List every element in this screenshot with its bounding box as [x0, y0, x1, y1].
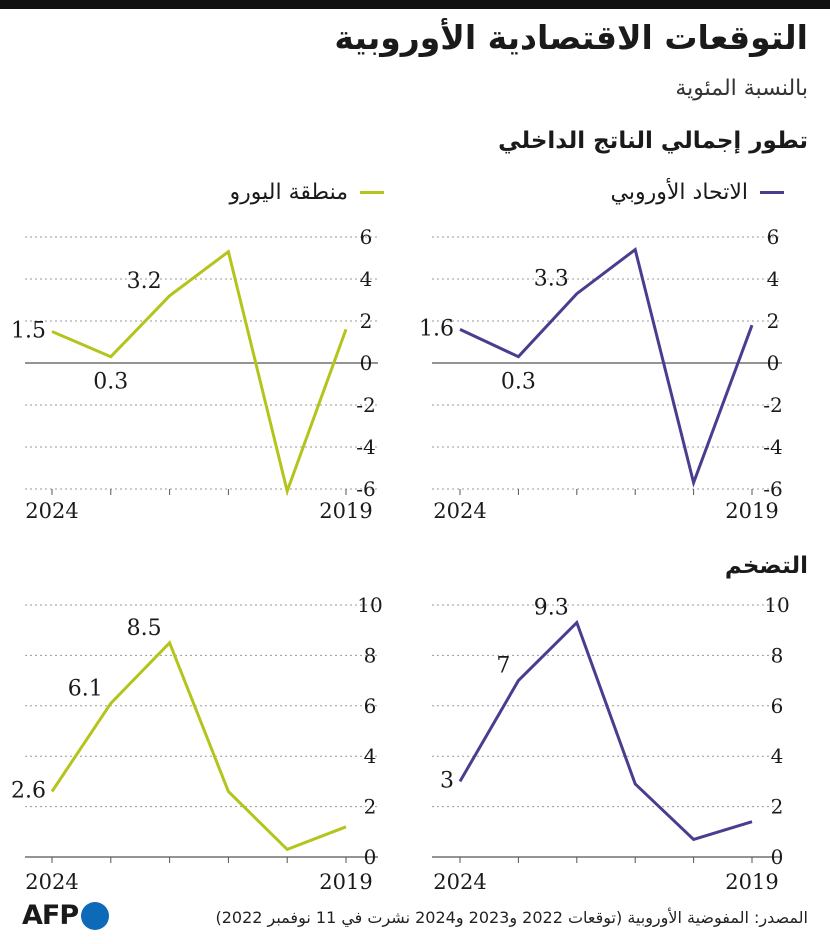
- page-title: التوقعات الاقتصادية الأوروبية: [334, 18, 808, 57]
- gdp-eu-series-line: [459, 247, 754, 488]
- inflation-eu-y-tick-label: 8: [771, 643, 784, 667]
- inflation-eurozone-data-label: 8.5: [127, 616, 162, 641]
- inflation-eu-y-tick-label: 4: [771, 744, 784, 768]
- source-note: المصدر: المفوضية الأوروبية (توقعات 2022 …: [215, 908, 808, 927]
- gdp-eurozone-y-tick-label: 6: [360, 225, 373, 249]
- gdp-eu-data-label: 3.3: [534, 267, 569, 292]
- section-title-gdp: تطور إجمالي الناتج الداخلي: [498, 128, 808, 154]
- inflation-eurozone-series-line: [50, 640, 347, 852]
- inflation-eu-x-tick-label: 2019: [725, 870, 778, 894]
- page-subtitle: بالنسبة المئوية: [675, 76, 808, 101]
- afp-logo: AFP: [22, 900, 110, 931]
- gdp-eurozone-x-tick-label: 2024: [25, 499, 78, 523]
- inflation-eurozone-y-tick-label: 4: [364, 744, 377, 768]
- gdp-eu-data-label: 0.3: [501, 370, 536, 395]
- legend-eu-label: الاتحاد الأوروبي: [610, 180, 748, 205]
- inflation-eu-data-label: 3: [440, 768, 454, 793]
- afp-logo-text: AFP: [22, 900, 79, 931]
- gdp-eurozone-y-tick-label: -2: [356, 393, 375, 417]
- gdp-eu-y-tick-label: 0: [767, 351, 780, 375]
- legend-eu-swatch: [760, 191, 784, 194]
- inflation-eurozone-y-tick-label: 8: [364, 643, 377, 667]
- gdp-eurozone-y-tick-label: -4: [356, 435, 375, 459]
- gdp-eu-data-label: 1.6: [419, 316, 454, 341]
- gdp-eurozone-y-tick-label: 2: [360, 309, 373, 333]
- gdp-eu-y-tick-label: -6: [763, 477, 782, 501]
- inflation-eurozone-data-label: 2.6: [11, 778, 46, 803]
- inflation-eu-x-tick-label: 2024: [433, 870, 486, 894]
- inflation-eu-data-label: 7: [496, 654, 510, 679]
- inflation-eurozone-y-tick-label: 0: [364, 845, 377, 869]
- gdp-eu-y-tick-label: 6: [767, 225, 780, 249]
- gdp-eurozone-y-tick-label: 0: [360, 351, 373, 375]
- gdp-eu-x-tick-label: 2019: [725, 499, 778, 523]
- afp-logo-dot: [81, 901, 110, 930]
- inflation-eurozone-x-tick-label: 2019: [319, 870, 372, 894]
- legend-eurozone-swatch: [360, 191, 384, 194]
- legend-eurozone-label: منطقة اليورو: [229, 180, 348, 205]
- legend-eurozone: منطقة اليورو: [230, 180, 384, 205]
- gdp-eu-y-tick-label: 4: [767, 267, 780, 291]
- inflation-eu-data-label: 9.3: [534, 596, 569, 621]
- inflation-eurozone-y-tick-label: 6: [364, 694, 377, 718]
- inflation-eu-y-tick-label: 10: [764, 593, 789, 617]
- legend-eu: الاتحاد الأوروبي: [611, 180, 784, 205]
- gdp-eurozone-data-label: 0.3: [93, 370, 128, 395]
- gdp-eurozone-data-label: 3.2: [127, 269, 162, 294]
- gdp-eurozone-series-line: [51, 249, 348, 497]
- gdp-eurozone-x-tick-label: 2019: [319, 499, 372, 523]
- inflation-eu-series-line: [458, 619, 753, 842]
- inflation-eurozone-y-tick-label: 10: [357, 593, 382, 617]
- inflation-eurozone-x-tick-label: 2024: [25, 870, 78, 894]
- inflation-eu-y-tick-label: 0: [771, 845, 784, 869]
- inflation-eu-y-tick-label: 6: [771, 694, 784, 718]
- inflation-eurozone-y-tick-label: 2: [364, 795, 377, 819]
- inflation-eurozone-data-label: 6.1: [68, 676, 103, 701]
- gdp-eu-y-tick-label: -4: [763, 435, 782, 459]
- section-title-inflation: التضخم: [724, 553, 808, 579]
- gdp-eu-x-tick-label: 2024: [433, 499, 486, 523]
- top-bar: [0, 0, 830, 9]
- inflation-eu-y-tick-label: 2: [771, 795, 784, 819]
- gdp-eu-y-tick-label: -2: [763, 393, 782, 417]
- gdp-eurozone-data-label: 1.5: [11, 319, 46, 344]
- gdp-eurozone-y-tick-label: 4: [360, 267, 373, 291]
- gdp-eurozone-y-tick-label: -6: [356, 477, 375, 501]
- gdp-eu-y-tick-label: 2: [767, 309, 780, 333]
